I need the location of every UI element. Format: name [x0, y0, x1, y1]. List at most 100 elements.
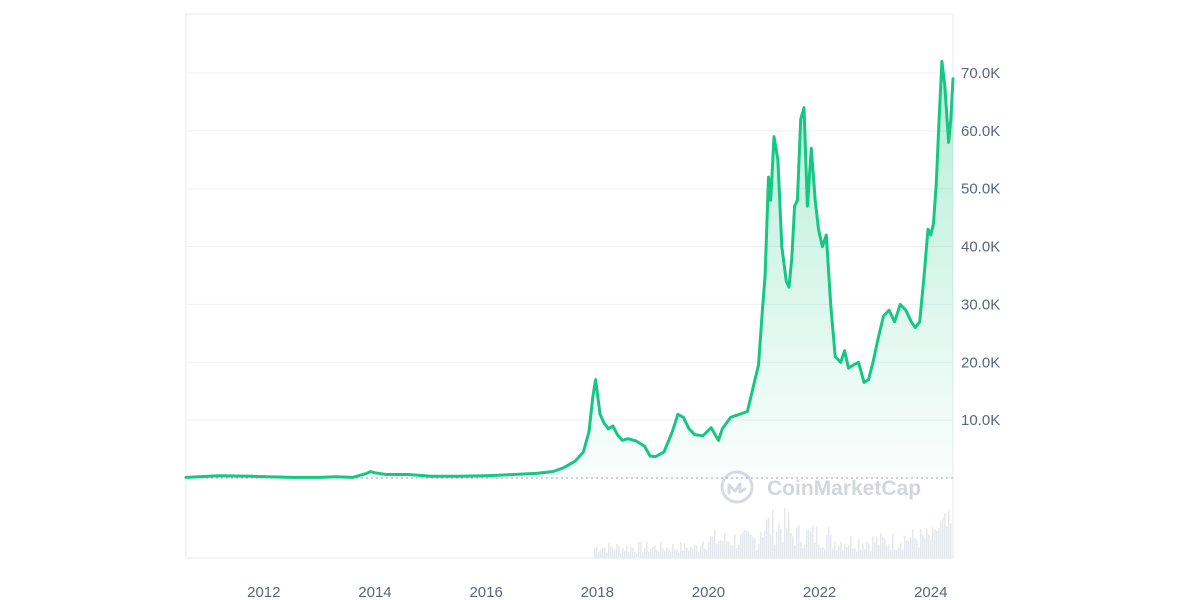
y-tick-label: 10.0K — [961, 412, 1000, 429]
volume-bar — [778, 523, 780, 558]
volume-bar — [626, 545, 628, 558]
volume-bar — [724, 532, 726, 558]
volume-bar — [938, 528, 940, 558]
volume-bar — [908, 541, 910, 558]
volume-bar — [726, 541, 728, 558]
volume-bar — [658, 551, 660, 558]
volume-bar — [652, 546, 654, 558]
volume-bar — [688, 550, 690, 558]
volume-bar — [710, 536, 712, 558]
volume-bar — [698, 552, 700, 558]
volume-bar — [914, 537, 916, 558]
volume-bar — [806, 529, 808, 558]
x-tick-label: 2018 — [581, 584, 614, 600]
watermark: CoinMarketCap — [720, 470, 921, 504]
volume-bar — [820, 547, 822, 558]
volume-bar — [872, 536, 874, 558]
volume-bar — [612, 548, 614, 558]
x-tick-label: 2022 — [803, 584, 836, 600]
x-tick-label: 2012 — [247, 584, 280, 600]
volume-bar — [680, 542, 682, 558]
area-fill — [186, 61, 953, 479]
volume-bar — [830, 534, 832, 558]
volume-bar — [632, 547, 634, 558]
series-line — [184, 59, 955, 479]
volume-bar — [928, 534, 930, 558]
volume-bar — [812, 525, 814, 558]
x-tick-label: 2014 — [358, 584, 391, 600]
volume-bar — [846, 546, 848, 558]
volume-bar — [736, 547, 738, 558]
volume-bar — [898, 547, 900, 558]
volume-bar — [944, 513, 946, 558]
volume-bar — [754, 538, 756, 558]
volume-bar — [662, 548, 664, 558]
volume-bar — [798, 524, 800, 558]
volume-bar — [660, 541, 662, 558]
volume-bar — [764, 530, 766, 558]
volume-bar — [822, 546, 824, 558]
volume-bar — [634, 551, 636, 558]
y-tick-label: 70.0K — [961, 65, 1000, 82]
volume-bar — [940, 520, 942, 558]
volume-bar — [794, 545, 796, 558]
volume-bar — [836, 550, 838, 558]
volume-bar — [900, 543, 902, 558]
volume-bar — [800, 541, 802, 558]
volume-bar — [716, 543, 718, 558]
volume-bar — [670, 551, 672, 558]
volume-bar — [948, 510, 950, 558]
y-axis: 10.0K 20.0K 30.0K 40.0K 50.0K 60.0K 70.0K — [961, 65, 1000, 429]
volume-bar — [714, 530, 716, 558]
volume-bar — [818, 544, 820, 558]
volume-bar — [624, 550, 626, 558]
volume-bar — [758, 543, 760, 558]
volume-bar — [776, 531, 778, 558]
volume-bar — [926, 528, 928, 558]
volume-bar — [904, 536, 906, 558]
volume-bar — [600, 550, 602, 558]
volume-bar — [850, 535, 852, 558]
volume-bar — [790, 533, 792, 558]
volume-bar — [890, 549, 892, 558]
volume-bar — [906, 539, 908, 558]
x-tick-label: 2020 — [692, 584, 725, 600]
volume-bar — [620, 552, 622, 558]
y-tick-label: 60.0K — [961, 123, 1000, 140]
volume-bar — [712, 536, 714, 558]
volume-bar — [920, 529, 922, 558]
x-tick-label: 2024 — [914, 584, 947, 600]
volume-bar — [838, 545, 840, 558]
volume-bar — [640, 541, 642, 558]
volume-bar — [902, 549, 904, 558]
volume-bar — [704, 548, 706, 558]
volume-bar — [854, 548, 856, 558]
volume-bar — [672, 544, 674, 558]
volume-bar — [718, 541, 720, 558]
y-tick-label: 20.0K — [961, 354, 1000, 371]
volume-bar — [918, 547, 920, 558]
volume-bar — [848, 545, 850, 558]
y-tick-label: 30.0K — [961, 296, 1000, 313]
volume-bar — [602, 548, 604, 558]
volume-bar — [884, 538, 886, 558]
volume-bar — [874, 542, 876, 558]
volume-bar — [934, 529, 936, 558]
volume-bar — [622, 547, 624, 558]
volume-bar — [728, 541, 730, 558]
volume-bar — [696, 545, 698, 558]
volume-bar — [894, 549, 896, 558]
volume-bar — [668, 549, 670, 558]
volume-bar — [772, 509, 774, 558]
volume-bar — [860, 549, 862, 558]
volume-bar — [734, 534, 736, 558]
volume-bar — [604, 547, 606, 558]
y-tick-label: 40.0K — [961, 239, 1000, 256]
volume-bar — [784, 507, 786, 558]
volume-bar — [608, 542, 610, 558]
volume-bar — [782, 542, 784, 558]
volume-bar — [674, 549, 676, 558]
volume-bar — [616, 543, 618, 558]
volume-bar — [684, 542, 686, 558]
